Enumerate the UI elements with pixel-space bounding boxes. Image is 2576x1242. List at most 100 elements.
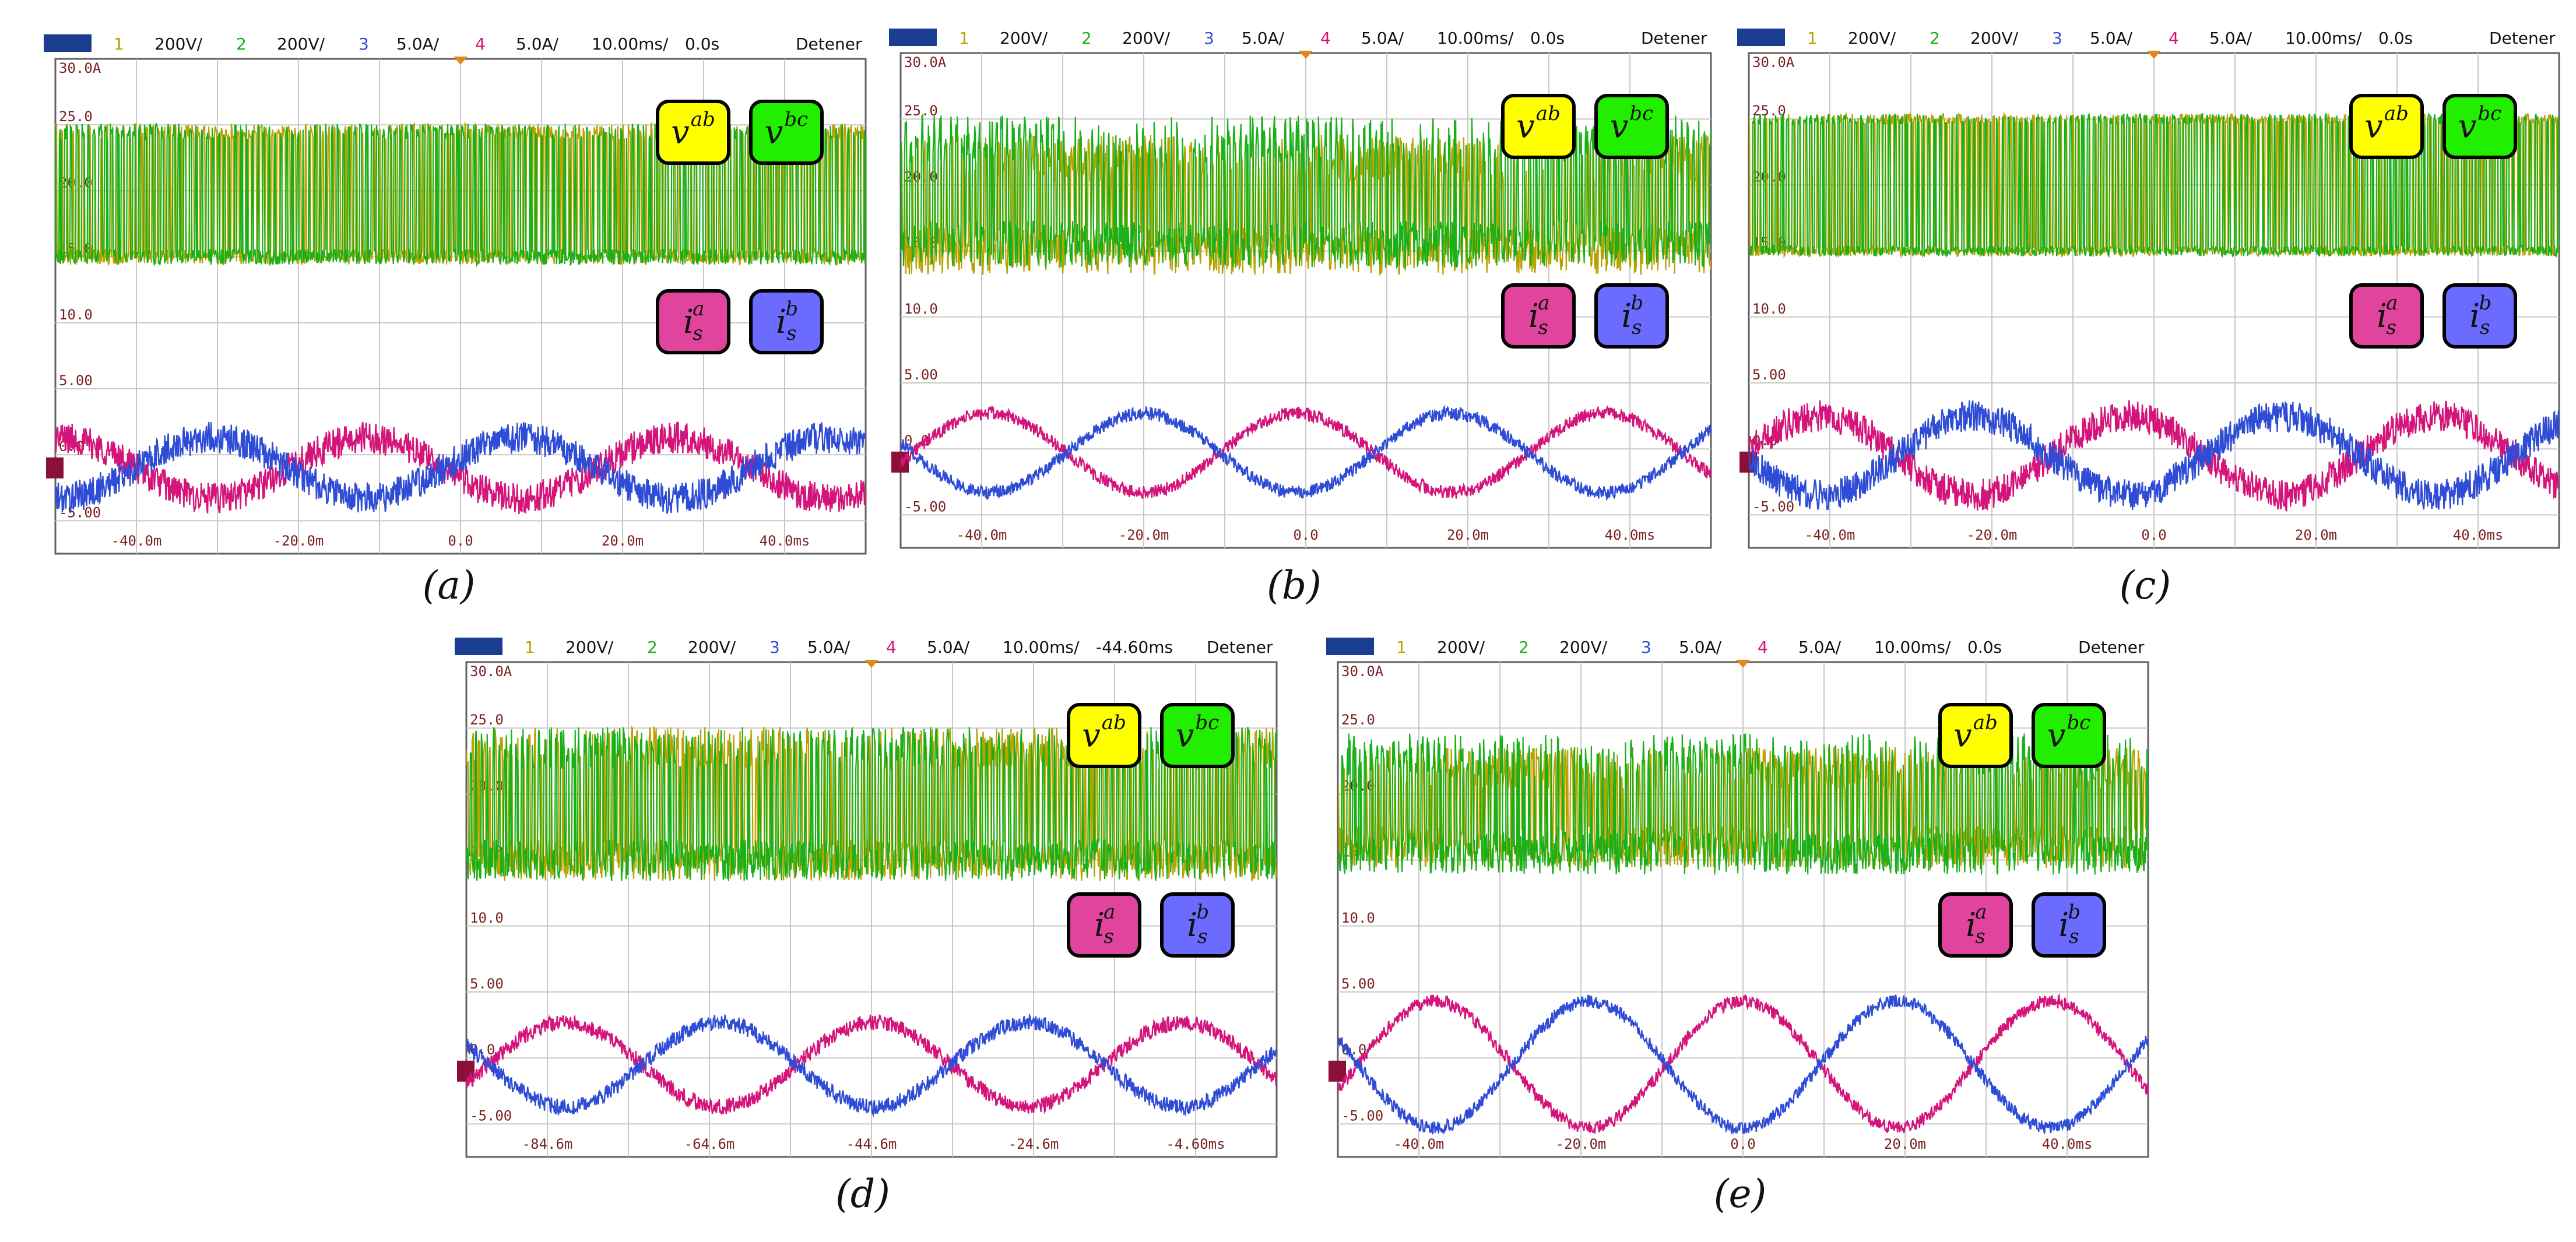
legend-superscript: ab [1973, 711, 1998, 734]
legend-superscript: a [1975, 900, 1987, 924]
ch4-number: 4 [1320, 29, 1331, 48]
y-tick-label: 25.0 [904, 103, 938, 119]
ch1-scale: 200V/ [1437, 638, 1485, 657]
traces [55, 121, 866, 514]
trace-i-sb [1338, 994, 2148, 1135]
legend-superscript: b [2068, 900, 2081, 924]
x-tick-label: -44.6m [846, 1136, 897, 1152]
acq-mode: Detener [1207, 638, 1273, 657]
trace-i-sa [1749, 400, 2559, 512]
y-tick-label: 10.0 [59, 307, 93, 323]
scope-chart-e: 1 200V/2 200V/3 5.0A/4 5.0A/10.00ms/0.0s Dete… [1326, 638, 2149, 1158]
y-tick-label: 5.00 [1752, 367, 1786, 383]
x-tick-label: -20.0m [273, 533, 324, 549]
y-tick-label: 10.0 [470, 910, 504, 926]
header-tab [1737, 29, 1785, 46]
traces [1338, 733, 2148, 1135]
legend-subscript: s [1632, 316, 1642, 339]
legend-superscript: bc [784, 108, 809, 131]
legend-symbol: i [1094, 906, 1105, 944]
y-tick-label: 30.0A [1752, 54, 1795, 71]
trace-i-sa [901, 405, 1711, 499]
panel-caption-c: (c) [2119, 563, 2171, 608]
legend-v-bc: v bc [1594, 94, 1669, 159]
scope-panel-c: 1 200V/2 200V/3 5.0A/4 5.0A/10.00ms/0.0s Dete… [1737, 26, 2565, 554]
panel-caption-e: (e) [1713, 1171, 1767, 1216]
trace-i-sb [901, 404, 1711, 501]
ch3-number: 3 [359, 34, 369, 54]
trace-i-sa [1338, 993, 2148, 1134]
ch3-scale: 5.0A/ [396, 34, 440, 54]
legend-subscript: s [1197, 925, 1208, 948]
y-tick-label: 10.0 [904, 301, 938, 317]
x-tick-label: 0.0 [1730, 1136, 1755, 1152]
x-tick-label: 20.0m [1884, 1136, 1926, 1152]
legend-superscript: a [1104, 900, 1116, 924]
legend-symbol: i [2469, 297, 2480, 335]
legend-subscript: s [1975, 925, 1985, 948]
y-tick-label: 30.0A [1341, 663, 1384, 680]
legend-subscript: s [1104, 925, 1114, 948]
ch2-number: 2 [236, 34, 247, 54]
trace-v-bc [1338, 733, 2148, 875]
scope-chart-b: 1 200V/2 200V/3 5.0A/4 5.0A/10.00ms/0.0s Dete… [889, 29, 1712, 549]
ch4-scale: 5.0A/ [1798, 638, 1841, 657]
scope-panel-e: 1 200V/2 200V/3 5.0A/4 5.0A/10.00ms/0.0s Dete… [1326, 635, 2154, 1163]
ch4-scale: 5.0A/ [2209, 29, 2252, 48]
trace-i-sa [466, 1014, 1277, 1116]
x-tick-label: 40.0ms [2453, 527, 2504, 543]
ch1-scale: 200V/ [154, 34, 203, 54]
ch2-number: 2 [1081, 29, 1092, 48]
timebase: 10.00ms/ [1003, 638, 1080, 657]
header-tab [44, 34, 92, 52]
x-tick-label: 40.0ms [760, 533, 810, 549]
x-tick-label: 0.0 [2141, 527, 2166, 543]
legend-v-ab: v ab [1067, 703, 1141, 768]
y-tick-label: 30.0A [470, 663, 512, 680]
scope-header: 1 200V/2 200V/3 5.0A/4 5.0A/10.00ms/ -44.60ms… [455, 638, 1273, 657]
trigger-marker [1736, 660, 1750, 668]
y-tick-label: -5.00 [1752, 498, 1794, 515]
trace-v-bc [466, 725, 1277, 881]
legend-superscript: bc [1629, 102, 1654, 125]
acq-mode: Detener [1641, 29, 1707, 48]
delay: 0.0s [2378, 29, 2413, 48]
acq-mode: Detener [2078, 638, 2145, 657]
ch3-scale: 5.0A/ [1679, 638, 1722, 657]
legend-v-ab: v ab [656, 100, 730, 165]
legend-superscript: b [1196, 900, 1210, 924]
legend-symbol: i [1966, 906, 1977, 944]
legend-symbol: v [671, 113, 690, 152]
legend-v-bc: v bc [749, 100, 824, 165]
trace-i-sb [466, 1012, 1277, 1118]
scope-panel-b: 1 200V/2 200V/3 5.0A/4 5.0A/10.00ms/0.0s Dete… [889, 26, 1717, 554]
legend-subscript: s [786, 322, 797, 345]
x-tick-label: 0.0 [448, 533, 473, 549]
legend-v-bc: v bc [2443, 94, 2517, 159]
scope-panel-a: 1 200V/2 200V/3 5.0A/4 5.0A/10.00ms/0.0s Dete… [44, 32, 871, 560]
panel-caption-a: (a) [422, 563, 476, 608]
ch4-number: 4 [1758, 638, 1768, 657]
y-tick-label: 5.00 [59, 372, 93, 389]
x-tick-label: -20.0m [1119, 527, 1169, 543]
x-tick-label: -40.0m [1805, 527, 1855, 543]
ch2-scale: 200V/ [688, 638, 736, 657]
ch2-scale: 200V/ [1970, 29, 2019, 48]
x-tick-label: -40.0m [1394, 1136, 1445, 1152]
y-tick-label: -5.00 [1341, 1107, 1383, 1124]
scope-chart-a: 1 200V/2 200V/3 5.0A/4 5.0A/10.00ms/0.0s Dete… [44, 34, 867, 555]
ch4-number: 4 [886, 638, 897, 657]
ch1-number: 1 [1807, 29, 1818, 48]
legend-symbol: i [2058, 906, 2069, 944]
x-tick-label: 20.0m [2295, 527, 2337, 543]
delay: 0.0s [1530, 29, 1565, 48]
y-tick-label: 5.00 [1341, 976, 1375, 992]
ground-marker [1329, 1060, 1346, 1082]
